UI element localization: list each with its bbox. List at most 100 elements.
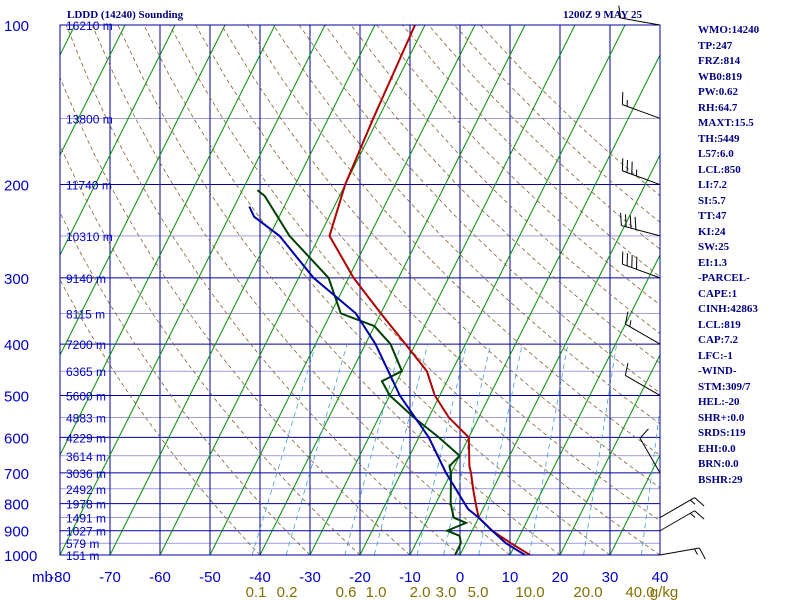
wind-barb — [620, 212, 661, 237]
pressure-label: 1000 — [4, 548, 37, 565]
index-item: EHI:0.0 — [698, 442, 736, 455]
height-label: 16210 m — [66, 19, 113, 33]
mixing-ratio-label: 3.0 — [436, 584, 457, 600]
wind-barb — [621, 91, 661, 119]
temperature-tick-label: 20 — [552, 569, 569, 586]
mixing-ratio-label: 40.0 — [625, 584, 654, 600]
wind-barb — [624, 311, 661, 345]
temperature-tick-label: 40 — [652, 569, 669, 586]
index-item: -PARCEL- — [698, 272, 750, 284]
index-item: SI:5.7 — [698, 194, 726, 207]
isotherm-line — [760, 25, 800, 555]
wind-barb — [621, 251, 661, 279]
temperature-tick-label: -20 — [349, 569, 371, 586]
pressure-label: 700 — [4, 466, 29, 483]
dewpoint-profile — [256, 189, 469, 555]
isotherm-line — [509, 253, 660, 555]
mixing-ratio-label: 5.0 — [468, 584, 489, 600]
wind-barb — [621, 158, 661, 186]
height-label: 4883 m — [66, 411, 106, 425]
temperature-tick-label: 10 — [502, 569, 519, 586]
index-item: KI:24 — [698, 225, 726, 238]
isotherm-line — [60, 25, 126, 157]
mixing-ratio-line — [373, 343, 429, 555]
dry-adiabat — [60, 144, 361, 555]
isotherm-line — [60, 25, 226, 357]
dry-adiabat — [376, 25, 660, 306]
isotherm-line — [559, 353, 660, 555]
index-item: MAXT:15.5 — [698, 117, 754, 129]
index-item: RH:64.7 — [698, 101, 738, 114]
mixing-ratio-label: 0.2 — [277, 584, 298, 600]
pressure-label: 100 — [4, 18, 29, 35]
height-label: 579 m — [66, 537, 99, 551]
index-item: LCL:819 — [698, 318, 741, 331]
pressure-label: 300 — [4, 271, 29, 288]
isotherm-line — [309, 25, 576, 555]
height-label: 3614 m — [66, 450, 106, 464]
index-item: CINH:42863 — [698, 303, 758, 315]
temperature-tick-label: -40 — [249, 569, 271, 586]
isotherm-line — [60, 25, 176, 257]
isotherm-line — [359, 25, 626, 555]
temperature-tick-label: 0 — [456, 569, 464, 586]
index-item: LI:7.2 — [698, 179, 728, 191]
isotherm-line — [259, 25, 526, 555]
height-label: 11740 m — [66, 179, 112, 193]
dry-adiabat — [91, 25, 511, 555]
temperature-tick-label: -50 — [199, 569, 221, 586]
index-item: HEL:-20 — [698, 396, 740, 408]
wind-barb — [659, 510, 705, 532]
isotherm-line — [209, 25, 476, 555]
plot-frame — [59, 24, 661, 556]
index-item: FRZ:814 — [698, 55, 741, 67]
height-label: 1027 m — [66, 525, 106, 539]
index-item: PW:0.62 — [698, 86, 739, 98]
wind-barb — [624, 362, 661, 396]
height-label: 1491 m — [66, 512, 106, 526]
isotherm-line — [109, 25, 376, 555]
index-item: CAPE:1 — [698, 287, 738, 300]
mixing-ratio-label: 2.0 — [410, 584, 431, 600]
mixing-ratio-line — [528, 344, 569, 555]
dry-adiabat — [60, 76, 411, 555]
index-item: TP:247 — [698, 39, 733, 52]
mixing-ratio-label: g/kg — [650, 584, 678, 600]
mixing-ratio-line — [640, 405, 660, 555]
index-item: STM:309/7 — [698, 380, 751, 393]
parcel-profile — [248, 206, 526, 555]
index-item: TH:5449 — [698, 132, 740, 145]
wind-barb — [659, 497, 705, 519]
dry-adiabat — [324, 25, 660, 364]
isotherm-line — [60, 25, 276, 457]
isotherm-line — [60, 25, 326, 555]
isotherm-line — [459, 153, 660, 555]
index-item: BRN:0.0 — [698, 458, 739, 470]
height-label: 1978 m — [66, 498, 106, 512]
height-label: 9140 m — [66, 272, 106, 286]
dry-adiabat — [272, 25, 660, 425]
index-item: -WIND- — [698, 365, 737, 377]
pressure-label: 600 — [4, 430, 29, 447]
isotherm-line — [409, 53, 660, 555]
index-item: LCL:850 — [698, 163, 741, 176]
height-label: 7200 m — [66, 338, 106, 352]
dry-adiabat — [195, 25, 660, 522]
index-item: WB0:819 — [698, 70, 742, 83]
index-item: SHR+:0.0 — [698, 411, 745, 424]
index-item: WMO:14240 — [698, 24, 760, 36]
pressure-label: 400 — [4, 337, 29, 354]
dry-adiabat — [60, 211, 311, 555]
mixing-ratio-label: 0.1 — [246, 584, 267, 600]
temperature-tick-label: -70 — [99, 569, 121, 586]
index-item: CAP:7.2 — [698, 334, 739, 346]
height-label: 4229 m — [66, 431, 106, 445]
temperature-tick-label: -80 — [49, 569, 71, 586]
index-item: BSHR:29 — [698, 473, 743, 486]
mixing-ratio-line — [285, 343, 348, 555]
height-label: 2492 m — [66, 483, 106, 497]
pressure-label: 500 — [4, 388, 29, 405]
mixing-ratio-label: 10.0 — [515, 584, 544, 600]
dry-adiabat — [65, 25, 461, 555]
plot-area — [60, 25, 800, 555]
